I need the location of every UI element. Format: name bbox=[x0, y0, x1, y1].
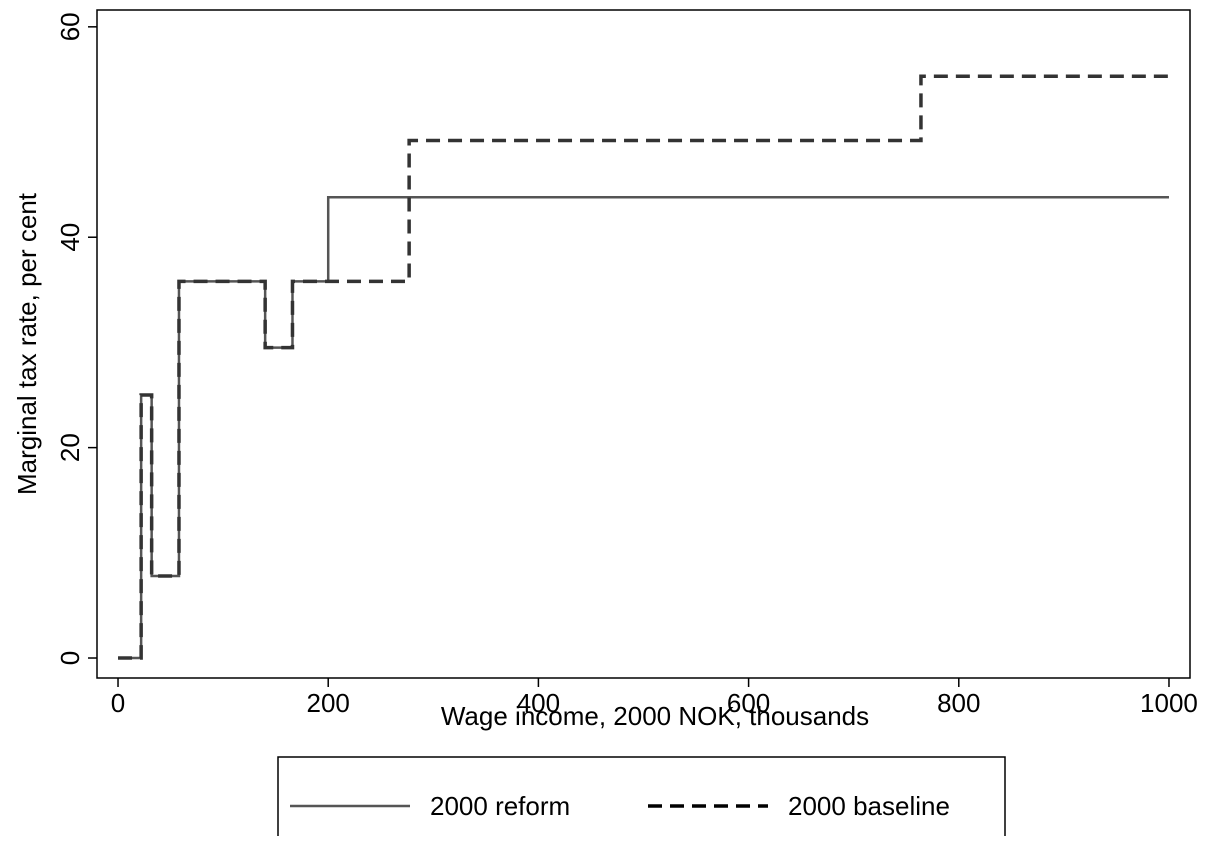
x-tick-label: 1000 bbox=[1140, 688, 1198, 718]
plot-frame bbox=[96, 9, 1191, 679]
x-tick-label: 200 bbox=[307, 688, 350, 718]
legend-label: 2000 baseline bbox=[788, 791, 950, 821]
y-tick-label: 20 bbox=[55, 433, 85, 462]
step-line bbox=[118, 196, 1169, 660]
legend-label: 2000 reform bbox=[430, 791, 570, 821]
y-tick-label: 40 bbox=[55, 223, 85, 252]
y-tick-label: 60 bbox=[55, 12, 85, 41]
x-tick-label: 800 bbox=[937, 688, 980, 718]
x-axis-label: Wage income, 2000 NOK, thousands bbox=[441, 701, 869, 731]
y-axis-label: Marginal tax rate, per cent bbox=[12, 192, 42, 495]
x-tick-label: 600 bbox=[727, 688, 770, 718]
x-tick-label: 0 bbox=[111, 688, 125, 718]
step-line bbox=[118, 74, 1169, 660]
y-tick-label: 0 bbox=[55, 651, 85, 665]
x-tick-label: 400 bbox=[517, 688, 560, 718]
